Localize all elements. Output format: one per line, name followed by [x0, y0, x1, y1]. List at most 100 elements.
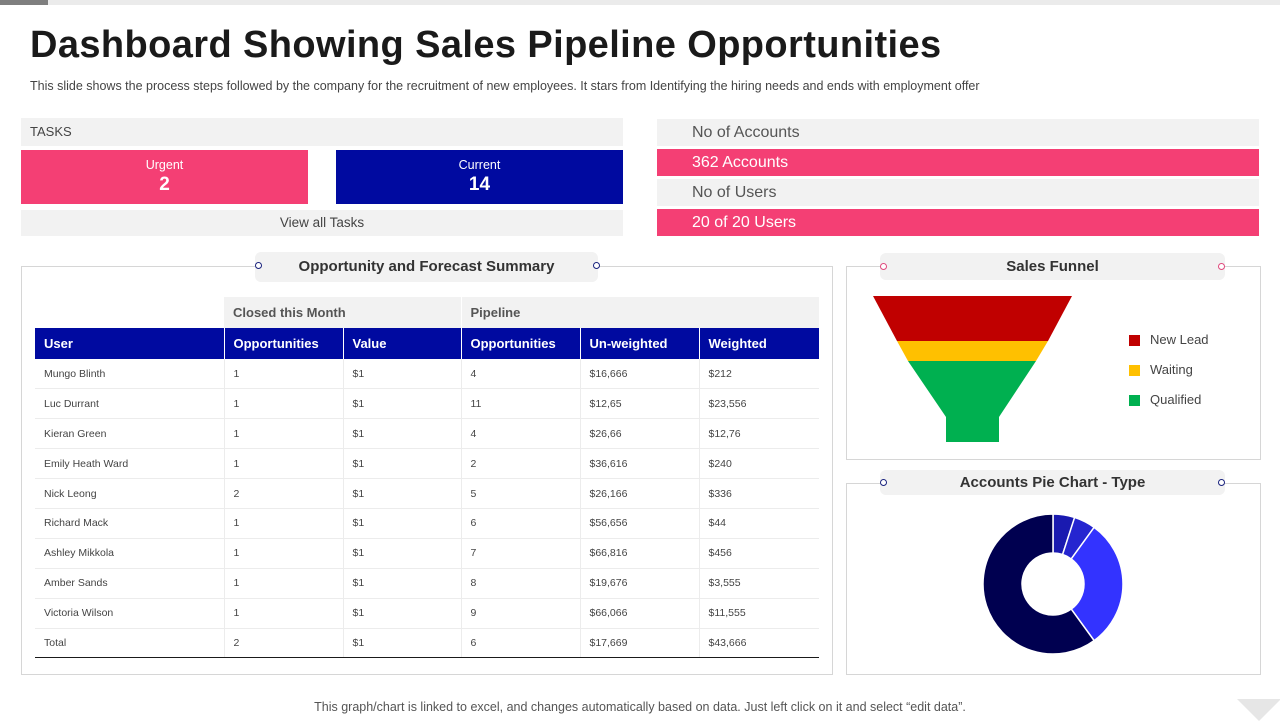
- table-row: Kieran Green 1 $1 4 $26,66 $12,76: [35, 418, 819, 450]
- cell-user: Kieran Green: [35, 418, 225, 450]
- legend-label-new-lead: New Lead: [1150, 332, 1209, 347]
- accounts-label: No of Accounts: [657, 119, 1259, 146]
- pie-dot-right: [1218, 479, 1225, 486]
- legend-item-waiting: Waiting: [1129, 363, 1193, 377]
- cell-value: $1: [343, 508, 462, 539]
- group-header-blank: [35, 297, 224, 328]
- cell-user: Total: [35, 628, 225, 659]
- accounts-value: 362 Accounts: [657, 149, 1259, 176]
- cell-weighted: $11,555: [699, 598, 819, 629]
- panel-dot-left: [255, 262, 262, 269]
- panel-dot-right: [593, 262, 600, 269]
- page-subtitle: This slide shows the process steps follo…: [30, 79, 980, 93]
- urgent-count: 2: [159, 174, 170, 195]
- urgent-tasks-card[interactable]: Urgent 2: [21, 150, 308, 204]
- cell-user: Victoria Wilson: [35, 598, 225, 629]
- cell-weighted: $43,666: [699, 628, 819, 659]
- funnel-stage-waiting: [897, 341, 1048, 361]
- column-header-unweighted: Un-weighted: [580, 328, 700, 359]
- legend-swatch-waiting: [1129, 365, 1140, 377]
- cell-opportunities: 1: [224, 448, 344, 480]
- users-label: No of Users: [657, 179, 1259, 206]
- cell-opportunities: 1: [224, 538, 344, 569]
- cell-user: Luc Durrant: [35, 388, 225, 420]
- column-header-pipeline-opportunities: Opportunities: [461, 328, 581, 359]
- cell-unweighted: $12,65: [580, 388, 700, 420]
- cell-opportunities: 1: [224, 388, 344, 420]
- table-row: Emily Heath Ward 1 $1 2 $36,616 $240: [35, 448, 819, 480]
- cell-value: $1: [343, 628, 462, 659]
- table-row: Mungo Blinth 1 $1 4 $16,666 $212: [35, 359, 819, 390]
- cell-pipeline-opportunities: 2: [461, 448, 581, 480]
- cell-pipeline-opportunities: 4: [461, 359, 581, 390]
- funnel-stage-qualified: [908, 361, 1036, 442]
- legend-swatch-qualified: [1129, 395, 1140, 407]
- cell-pipeline-opportunities: 7: [461, 538, 581, 569]
- cell-opportunities: 1: [224, 418, 344, 450]
- tasks-title: TASKS: [30, 124, 72, 139]
- cell-pipeline-opportunities: 6: [461, 508, 581, 539]
- sales-funnel-title: Sales Funnel: [880, 253, 1225, 280]
- current-label: Current: [458, 158, 501, 172]
- funnel-dot-left: [880, 263, 887, 270]
- top-bar: [0, 0, 1280, 5]
- cell-value: $1: [343, 598, 462, 629]
- cell-pipeline-opportunities: 11: [461, 388, 581, 420]
- column-header-opportunities: Opportunities: [224, 328, 344, 359]
- cell-user: Nick Leong: [35, 478, 225, 509]
- cell-unweighted: $17,669: [580, 628, 700, 659]
- cell-opportunities: 1: [224, 598, 344, 629]
- urgent-label: Urgent: [145, 158, 184, 172]
- opportunity-summary-title: Opportunity and Forecast Summary: [255, 252, 598, 282]
- cell-user: Mungo Blinth: [35, 359, 225, 390]
- sales-funnel-chart: [873, 296, 1072, 442]
- cell-value: $1: [343, 538, 462, 569]
- corner-decoration: [1237, 699, 1280, 721]
- cell-opportunities: 2: [224, 628, 344, 659]
- pie-slice-3: [1070, 526, 1124, 642]
- cell-opportunities: 1: [224, 568, 344, 599]
- footer-note: This graph/chart is linked to excel, and…: [314, 700, 966, 714]
- opportunity-table: Closed this Month Pipeline User Opportun…: [35, 297, 819, 659]
- cell-weighted: $23,556: [699, 388, 819, 420]
- group-header-closed: Closed this Month: [224, 297, 462, 328]
- cell-unweighted: $19,676: [580, 568, 700, 599]
- top-bar-accent: [0, 0, 48, 5]
- cell-pipeline-opportunities: 9: [461, 598, 581, 629]
- cell-user: Ashley Mikkola: [35, 538, 225, 569]
- cell-weighted: $3,555: [699, 568, 819, 599]
- cell-user: Amber Sands: [35, 568, 225, 599]
- cell-opportunities: 1: [224, 508, 344, 539]
- cell-pipeline-opportunities: 5: [461, 478, 581, 509]
- cell-weighted: $12,76: [699, 418, 819, 450]
- pie-dot-left: [880, 479, 887, 486]
- cell-weighted: $44: [699, 508, 819, 539]
- view-all-tasks-link[interactable]: View all Tasks: [21, 210, 623, 236]
- table-row: Luc Durrant 1 $1 11 $12,65 $23,556: [35, 388, 819, 420]
- page-title: Dashboard Showing Sales Pipeline Opportu…: [30, 24, 942, 66]
- current-tasks-card[interactable]: Current 14: [336, 150, 623, 204]
- cell-unweighted: $66,066: [580, 598, 700, 629]
- group-header-pipeline: Pipeline: [461, 297, 819, 328]
- column-header-value: Value: [343, 328, 462, 359]
- cell-value: $1: [343, 478, 462, 509]
- cell-opportunities: 1: [224, 359, 344, 390]
- pie-slice-4: [982, 513, 1096, 655]
- cell-pipeline-opportunities: 4: [461, 418, 581, 450]
- funnel-dot-right: [1218, 263, 1225, 270]
- table-row: Richard Mack 1 $1 6 $56,656 $44: [35, 508, 819, 539]
- table-row: Victoria Wilson 1 $1 9 $66,066 $11,555: [35, 598, 819, 629]
- cell-value: $1: [343, 448, 462, 480]
- cell-unweighted: $26,66: [580, 418, 700, 450]
- cell-weighted: $240: [699, 448, 819, 480]
- accounts-donut-chart: [982, 513, 1124, 655]
- cell-unweighted: $66,816: [580, 538, 700, 569]
- table-row: Ashley Mikkola 1 $1 7 $66,816 $456: [35, 538, 819, 569]
- cell-value: $1: [343, 418, 462, 450]
- cell-user: Emily Heath Ward: [35, 448, 225, 480]
- cell-value: $1: [343, 359, 462, 390]
- cell-user: Richard Mack: [35, 508, 225, 539]
- cell-value: $1: [343, 388, 462, 420]
- cell-unweighted: $36,616: [580, 448, 700, 480]
- table-row: Amber Sands 1 $1 8 $19,676 $3,555: [35, 568, 819, 599]
